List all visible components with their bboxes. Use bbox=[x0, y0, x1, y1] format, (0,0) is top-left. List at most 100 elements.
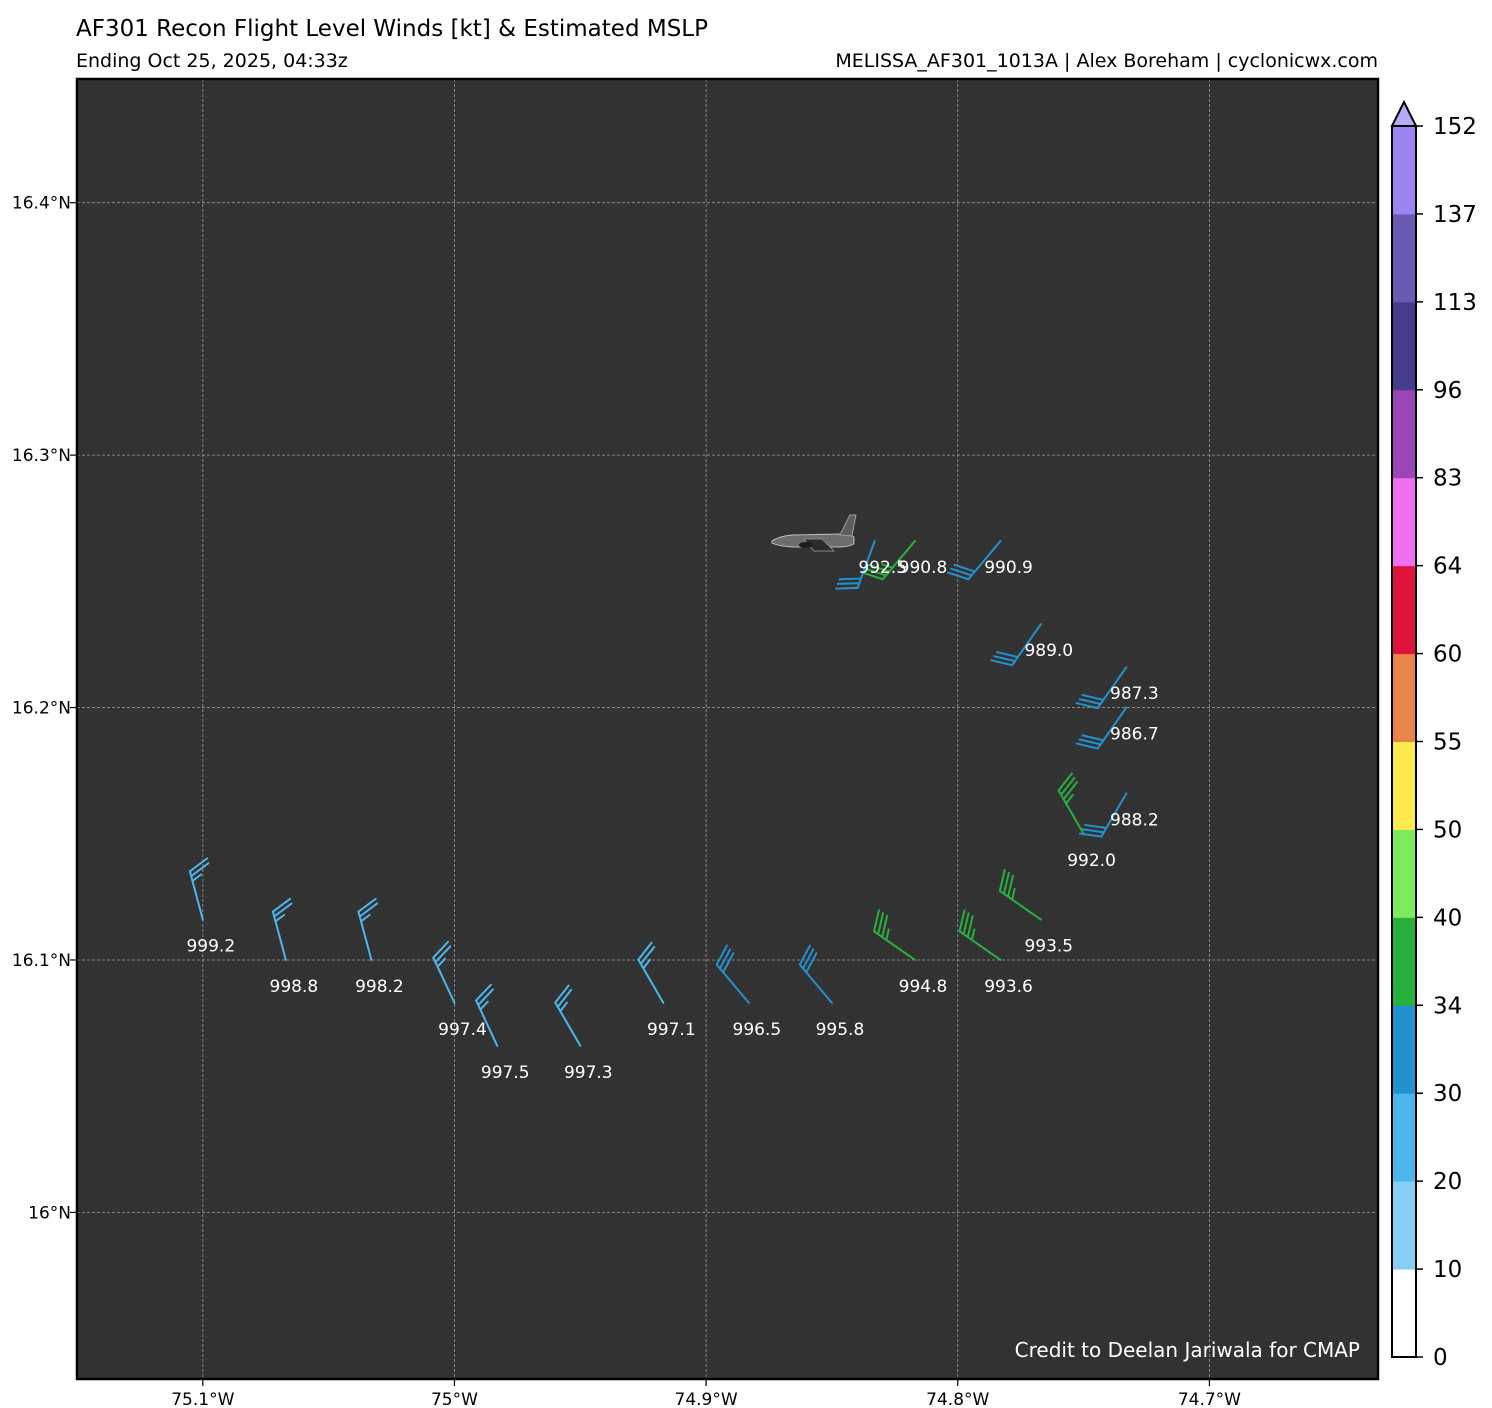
pressure-label: 998.2 bbox=[355, 977, 404, 997]
pressure-label: 992.5 bbox=[858, 558, 907, 578]
aircraft-engine bbox=[798, 541, 813, 548]
wind-barb bbox=[1079, 792, 1128, 838]
colorbar-tick-label: 10 bbox=[1433, 1257, 1462, 1283]
pressure-label: 988.2 bbox=[1110, 810, 1159, 830]
barb-half bbox=[274, 913, 286, 923]
pressure-label: 998.8 bbox=[270, 977, 319, 997]
barb-full bbox=[802, 948, 815, 970]
barb-full bbox=[962, 912, 970, 936]
barb-full bbox=[995, 651, 1019, 659]
pressure-label: 997.3 bbox=[564, 1063, 613, 1083]
map-background bbox=[77, 79, 1378, 1379]
pressure-label: 994.8 bbox=[899, 977, 948, 997]
barb-staff bbox=[856, 539, 876, 589]
wind-barb bbox=[835, 539, 876, 590]
barb-full bbox=[1078, 698, 1102, 706]
colorbar-tick-label: 34 bbox=[1433, 993, 1462, 1019]
barb-staff bbox=[958, 930, 1002, 961]
barb-full bbox=[722, 952, 735, 974]
wind-barb bbox=[998, 868, 1042, 921]
barb-half bbox=[642, 958, 651, 970]
barb-full bbox=[190, 862, 210, 878]
y-tick-label: 16.4°N bbox=[12, 194, 71, 214]
barb-full bbox=[867, 563, 891, 573]
colorbar-tick-label: 30 bbox=[1433, 1081, 1462, 1107]
barb-full bbox=[998, 868, 1006, 892]
aircraft-tail bbox=[839, 514, 857, 537]
wind-barb bbox=[637, 941, 665, 1004]
colorbar-extend-arrow bbox=[1390, 99, 1418, 127]
barb-full bbox=[273, 902, 293, 918]
wind-barb bbox=[475, 983, 499, 1047]
barb-full bbox=[958, 909, 966, 933]
barb-full bbox=[637, 941, 653, 961]
barb-full bbox=[1075, 702, 1099, 710]
barb-half bbox=[559, 1001, 568, 1013]
colorbar-tick-label: 96 bbox=[1433, 378, 1462, 404]
pressure-label: 995.8 bbox=[816, 1020, 865, 1040]
barb-half bbox=[970, 928, 976, 941]
barb-full bbox=[554, 984, 570, 1004]
colorbar-tick-label: 20 bbox=[1433, 1169, 1462, 1195]
wind-barb bbox=[1057, 772, 1085, 835]
wind-barb bbox=[861, 539, 916, 581]
colorbar-segment bbox=[1392, 1181, 1416, 1270]
barb-full bbox=[990, 659, 1014, 667]
barb-full bbox=[1002, 871, 1010, 895]
barb-full bbox=[1081, 734, 1105, 742]
wind-barb bbox=[1075, 666, 1128, 710]
colorbar-segment bbox=[1392, 653, 1416, 742]
barb-staff bbox=[475, 999, 499, 1047]
gridlines bbox=[77, 79, 1378, 1379]
barb-full bbox=[950, 567, 973, 577]
barb-full bbox=[953, 563, 976, 573]
barb-staff bbox=[1096, 706, 1128, 750]
barb-full bbox=[873, 909, 880, 933]
colorbar: 0 10 20 30 34 40 50 55 60 64 83 96 113 137 152 bbox=[1390, 99, 1477, 1371]
pressure-label: 987.3 bbox=[1110, 684, 1159, 704]
barb-half bbox=[1065, 793, 1074, 805]
wind-barb bbox=[946, 539, 1002, 581]
pressure-label: 993.5 bbox=[1024, 937, 1073, 957]
wind-barb bbox=[271, 897, 293, 961]
wind-barb bbox=[554, 984, 582, 1047]
colorbar-tick-label: 60 bbox=[1433, 642, 1462, 668]
barb-full bbox=[1057, 772, 1073, 792]
barb-full bbox=[1081, 694, 1105, 701]
barb-staff bbox=[881, 539, 916, 581]
barb-full bbox=[477, 988, 494, 1007]
colorbar-segment bbox=[1392, 1269, 1416, 1358]
aircraft-icon bbox=[771, 514, 857, 552]
pressure-label: 993.6 bbox=[984, 977, 1033, 997]
chart-title: AF301 Recon Flight Level Winds [kt] & Es… bbox=[76, 16, 708, 42]
barb-staff bbox=[1100, 792, 1128, 838]
colorbar-tick-label: 50 bbox=[1433, 817, 1462, 843]
wind-barb bbox=[432, 940, 456, 1004]
wind-barb bbox=[357, 897, 379, 961]
barb-staff bbox=[271, 910, 287, 961]
colorbar-tick-label: 40 bbox=[1433, 905, 1462, 931]
barb-full bbox=[1081, 828, 1105, 834]
barb-full bbox=[881, 915, 889, 939]
plot-frame bbox=[75, 77, 1380, 1381]
colorbar-segment bbox=[1392, 126, 1416, 215]
pressure-label: 986.7 bbox=[1110, 725, 1159, 745]
barb-full bbox=[1060, 776, 1076, 796]
barb-staff bbox=[637, 958, 665, 1004]
barb-half bbox=[885, 928, 890, 941]
barb-staff bbox=[188, 870, 204, 921]
wind-barb bbox=[1075, 706, 1128, 750]
barb-staff bbox=[432, 956, 456, 1004]
barb-staff bbox=[1096, 666, 1128, 710]
colorbar-segment bbox=[1392, 389, 1416, 479]
wind-barb bbox=[798, 944, 833, 1004]
barb-full bbox=[1078, 738, 1102, 746]
colorbar-segment bbox=[1392, 741, 1416, 830]
colorbar-tick-label: 55 bbox=[1433, 730, 1462, 756]
barb-staff bbox=[715, 963, 750, 1004]
colorbar-segment bbox=[1392, 477, 1416, 567]
colorbar-tick-label: 152 bbox=[1433, 114, 1477, 140]
chart-subtitle-time: Ending Oct 25, 2025, 04:33z bbox=[76, 50, 348, 72]
barb-half bbox=[479, 1000, 489, 1011]
